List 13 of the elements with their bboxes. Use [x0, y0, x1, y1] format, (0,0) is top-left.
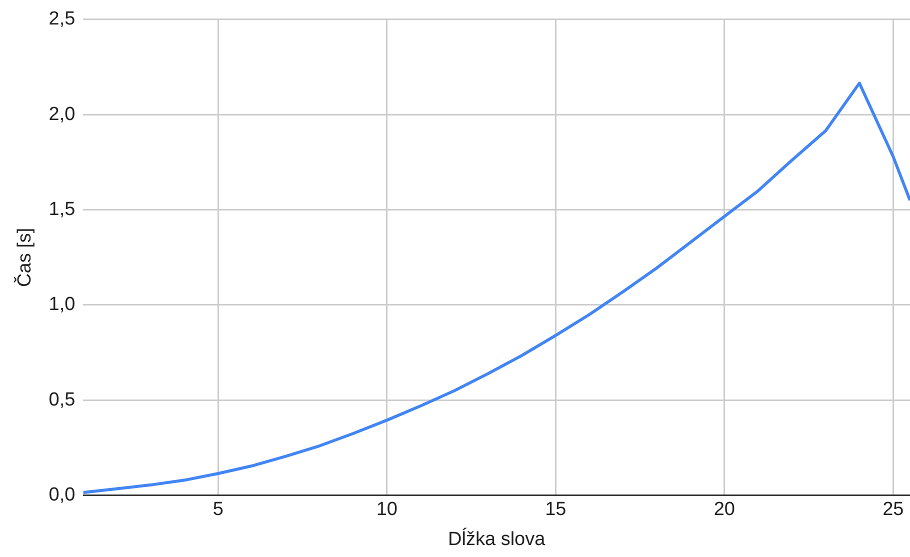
y-tick-label: 2,0	[48, 104, 76, 125]
x-tick-label: 20	[714, 499, 735, 520]
x-tick-label: 5	[212, 499, 224, 520]
y-tick-label: 1,5	[48, 199, 76, 220]
x-axis-title: Dĺžka slova	[448, 526, 546, 550]
x-tick-label: 25	[882, 499, 904, 520]
y-axis-title: Čas [s]	[14, 228, 36, 287]
x-tick-label: 15	[545, 499, 566, 520]
y-tick-label: 0,5	[48, 389, 76, 410]
y-tick-label: 0,0	[48, 484, 76, 506]
x-tick-label: 10	[376, 499, 398, 520]
y-tick-label: 2,5	[48, 8, 76, 30]
y-tick-label: 1,0	[48, 294, 76, 316]
